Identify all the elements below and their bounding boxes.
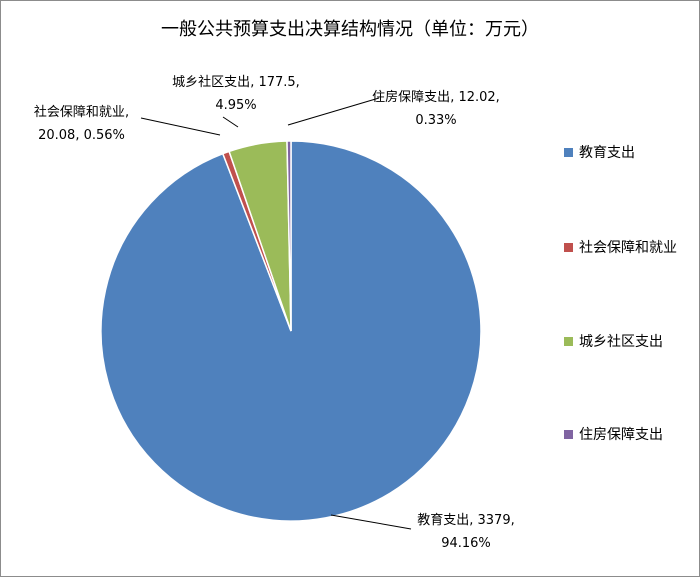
legend-swatch — [564, 337, 573, 346]
label-name: 住房保障支出 — [372, 90, 451, 105]
label-percent: 4.95% — [215, 98, 257, 113]
label-separator: , — [469, 513, 478, 528]
label-name: 城乡社区支出 — [172, 75, 251, 90]
legend-swatch — [564, 243, 573, 252]
legend-label: 住房保障支出 — [579, 427, 663, 443]
leader-line — [287, 97, 380, 126]
legend-label: 城乡社区支出 — [579, 334, 663, 350]
pie-slice — [286, 140, 292, 332]
label-percent: 0.56% — [83, 128, 125, 143]
label-separator: , — [295, 75, 300, 90]
data-label: 教育支出, 3379, 94.16% — [401, 509, 531, 555]
data-label: 社会保障和就业, 20.08, 0.56% — [19, 101, 144, 147]
chart-title: 一般公共预算支出决算结构情况（单位：万元） — [161, 19, 539, 40]
label-separator: , — [250, 75, 259, 90]
label-percent: 94.16% — [441, 536, 491, 551]
label-value: 177.5 — [258, 75, 296, 90]
leader-line — [330, 514, 412, 530]
label-percent: 0.33% — [415, 113, 457, 128]
legend-label: 社会保障和就业 — [579, 240, 677, 256]
label-value: 3379 — [477, 513, 511, 528]
label-value: 12.02 — [458, 90, 496, 105]
leader-line — [140, 117, 221, 136]
legend-swatch — [564, 430, 573, 439]
legend-label: 教育支出 — [579, 145, 635, 161]
data-label: 城乡社区支出, 177.5, 4.95% — [171, 71, 301, 117]
label-separator: , — [495, 90, 500, 105]
leader-line — [222, 116, 239, 128]
label-separator: , — [124, 105, 130, 120]
label-separator: , — [510, 513, 515, 528]
label-separator: , — [450, 90, 459, 105]
label-value: 20.08 — [38, 128, 76, 143]
label-name: 教育支出 — [417, 513, 470, 528]
label-name: 社会保障和就业 — [33, 105, 125, 120]
legend-swatch — [564, 148, 573, 157]
label-separator: , — [75, 128, 84, 143]
data-label: 住房保障支出, 12.02, 0.33% — [361, 86, 511, 132]
